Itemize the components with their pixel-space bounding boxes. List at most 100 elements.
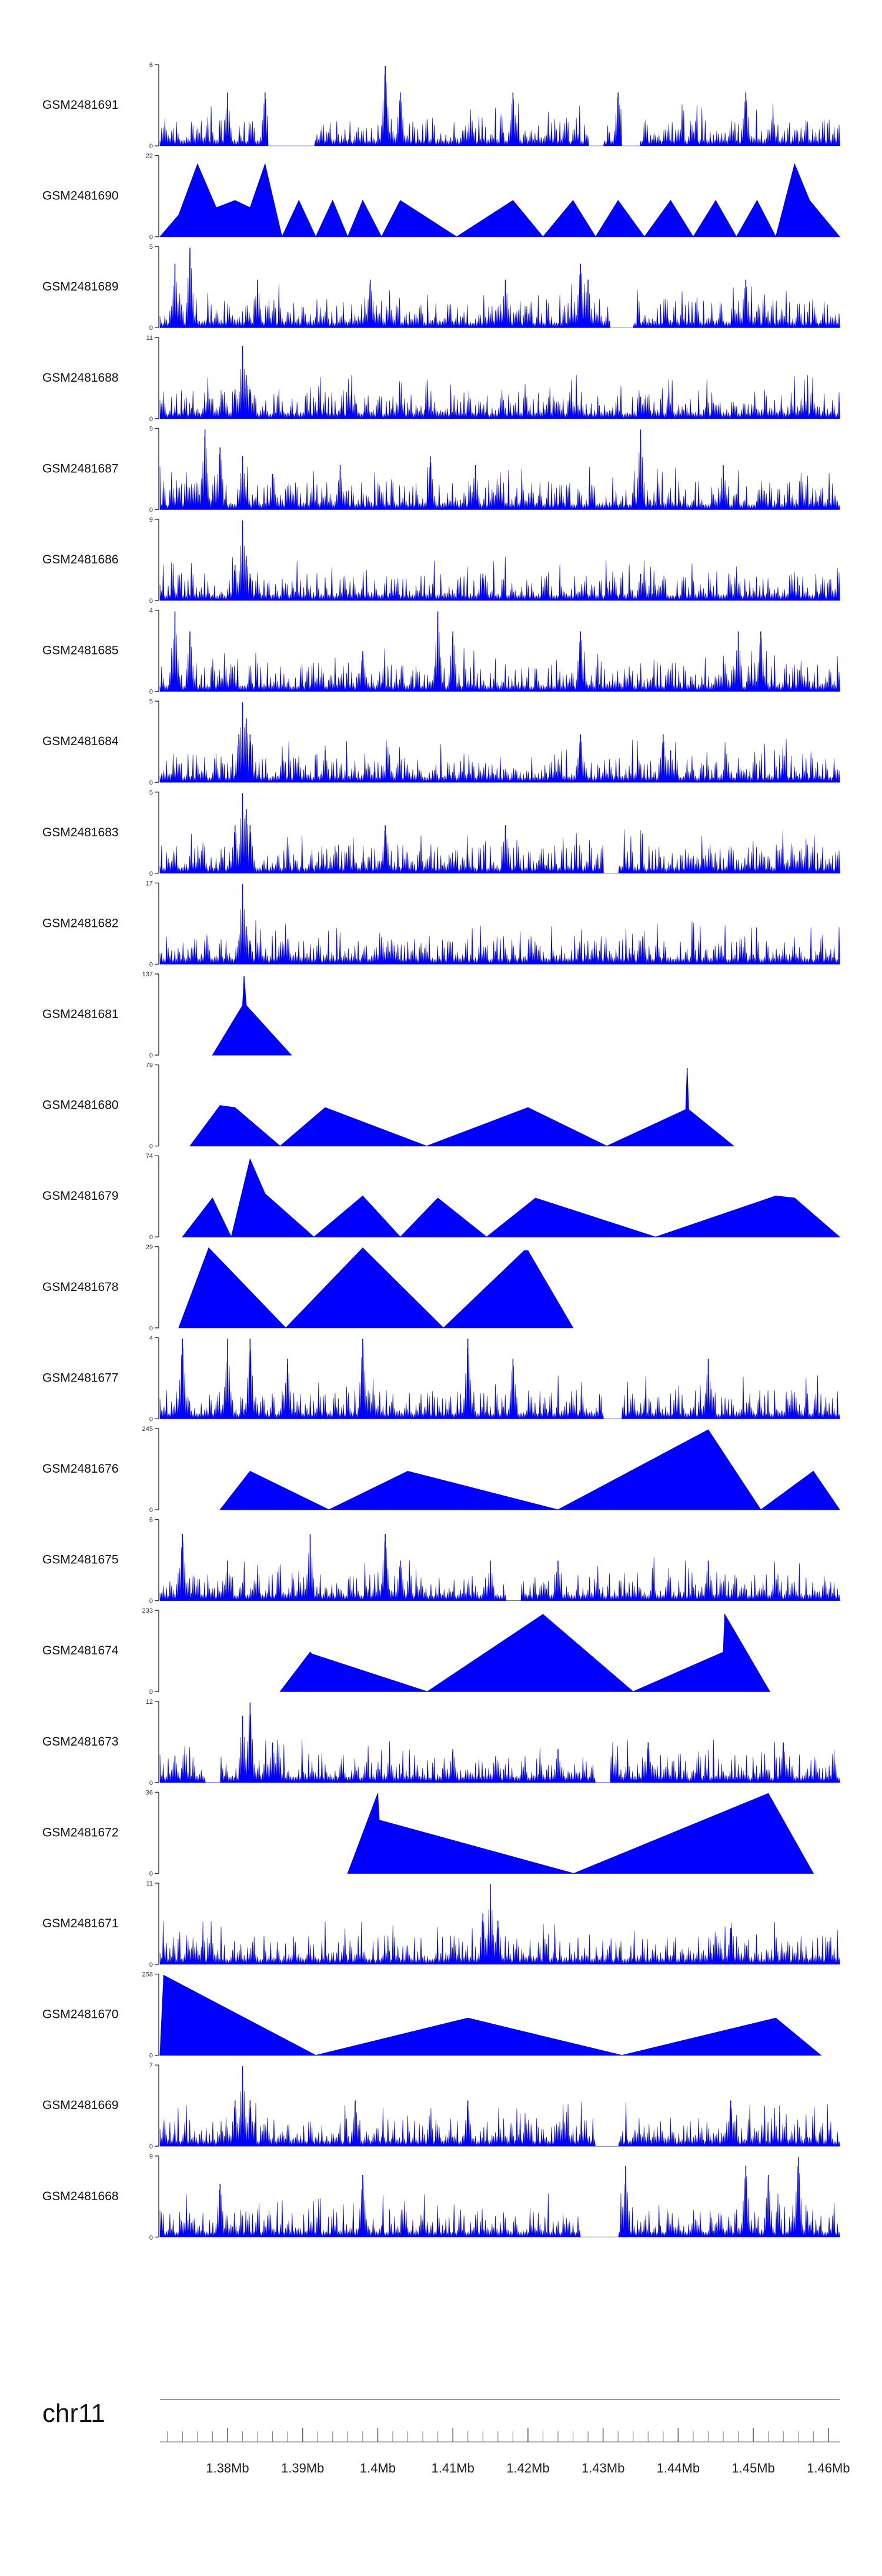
coverage-area [279,1613,771,1692]
y-axis-max-label: 17 [146,880,153,887]
track-label: GSM2481675 [42,1553,119,1567]
y-axis-zero-label: 0 [149,961,153,968]
track-label: GSM2481671 [42,1917,119,1930]
y-axis-zero-label: 0 [149,1961,153,1968]
y-axis-zero-label: 0 [149,2234,153,2241]
coverage-area [219,1429,840,1510]
y-axis-zero-label: 0 [149,870,153,877]
y-axis-max-label: 9 [149,2153,153,2160]
coverage-area [159,75,840,146]
track-label: GSM2481668 [42,2190,119,2203]
track-GSM2481679: GSM2481679 74 0 [42,1153,841,1241]
x-tick-label: 1.46Mb [807,2461,850,2475]
coverage-area [159,163,841,238]
y-axis-zero-label: 0 [149,779,153,786]
track-label: GSM2481684 [42,735,119,748]
track-GSM2481689: GSM2481689 5 0 [42,243,840,332]
track-GSM2481683: GSM2481683 5 0 [42,789,840,877]
coverage-area [159,613,840,692]
y-axis-zero-label: 0 [149,1780,153,1787]
track-label: GSM2481689 [42,280,119,293]
track-GSM2481684: GSM2481684 5 0 [42,698,840,786]
track-label: GSM2481672 [42,1826,119,1839]
y-axis-zero-label: 0 [149,1325,153,1332]
y-axis-max-label: 4 [149,1334,153,1342]
y-axis-max-label: 6 [149,1517,153,1524]
x-tick-label: 1.4Mb [360,2461,396,2475]
y-axis-max-label: 137 [142,971,153,978]
track-GSM2481670: GSM2481670 258 0 [42,1971,822,2060]
y-axis-max-label: 9 [149,425,153,432]
y-axis-zero-label: 0 [149,1507,153,1514]
y-axis-max-label: 11 [146,335,153,342]
y-axis-max-label: 36 [146,1789,153,1796]
coverage-area [159,702,840,783]
track-label: GSM2481676 [42,1462,119,1476]
track-label: GSM2481670 [42,2008,119,2021]
y-axis-max-label: 9 [149,516,153,523]
y-axis-max-label: 22 [146,153,153,160]
track-label: GSM2481691 [42,98,119,112]
track-label: GSM2481685 [42,644,119,658]
chromosome-label: chr11 [42,2399,105,2428]
track-GSM2481682: GSM2481682 17 0 [42,880,840,968]
y-axis-max-label: 5 [149,243,153,251]
track-label: GSM2481680 [42,1099,119,1112]
track-GSM2481671: GSM2481671 11 0 [42,1880,840,1968]
coverage-area [182,1158,841,1238]
track-GSM2481677: GSM2481677 4 0 [42,1334,840,1423]
track-GSM2481674: GSM2481674 233 0 [42,1607,771,1696]
y-axis-zero-label: 0 [149,1689,153,1696]
data-tracks: GSM248169160GSM2481690220GSM248168950GSM… [42,62,841,2241]
track-GSM2481676: GSM2481676 245 0 [42,1426,840,1514]
coverage-area [159,346,840,419]
track-GSM2481686: GSM2481686 9 0 [42,516,840,605]
y-axis-zero-label: 0 [149,1870,153,1877]
y-axis-max-label: 12 [146,1699,153,1706]
x-tick-label: 1.43Mb [582,2461,624,2475]
y-axis-zero-label: 0 [149,689,153,696]
y-axis-zero-label: 0 [149,1143,153,1150]
y-axis-max-label: 5 [149,698,153,705]
coverage-area [159,432,840,510]
x-tick-label: 1.41Mb [431,2461,474,2475]
x-tick-label: 1.44Mb [657,2461,700,2475]
coverage-area [159,1884,840,1965]
track-GSM2481687: GSM2481687 9 0 [42,425,840,513]
x-tick-label: 1.42Mb [506,2461,549,2475]
track-label: GSM2481677 [42,1371,119,1384]
coverage-area [159,884,840,965]
y-axis-zero-label: 0 [149,1598,153,1605]
track-GSM2481678: GSM2481678 29 0 [42,1244,574,1332]
x-tick-label: 1.45Mb [731,2461,774,2475]
y-axis-zero-label: 0 [149,2143,153,2150]
y-axis-max-label: 233 [142,1607,153,1614]
track-GSM2481690: GSM2481690 22 0 [42,153,841,241]
track-GSM2481685: GSM2481685 4 0 [42,608,840,696]
y-axis-max-label: 74 [146,1153,153,1160]
coverage-area [159,2166,840,2238]
y-axis-max-label: 7 [149,2062,153,2069]
track-label: GSM2481688 [42,371,119,385]
track-GSM2481691: GSM2481691 6 0 [42,62,840,150]
x-tick-label: 1.38Mb [206,2461,249,2475]
y-axis-zero-label: 0 [149,143,153,150]
track-GSM2481681: GSM2481681 137 0 [42,971,292,1059]
coverage-area [159,252,840,328]
track-label: GSM2481673 [42,1735,119,1749]
track-label: GSM2481678 [42,1280,119,1294]
y-axis-max-label: 5 [149,789,153,796]
y-axis-zero-label: 0 [149,1416,153,1423]
track-label: GSM2481686 [42,553,119,566]
coverage-area [212,976,292,1056]
track-label: GSM2481682 [42,916,119,930]
coverage-area [159,1714,840,1783]
y-axis-zero-label: 0 [149,1052,153,1059]
coverage-area [178,1247,574,1329]
y-axis-zero-label: 0 [149,416,153,423]
coverage-area [159,1536,840,1601]
y-axis-zero-label: 0 [149,506,153,513]
y-axis-zero-label: 0 [149,325,153,332]
coverage-area [159,793,840,874]
